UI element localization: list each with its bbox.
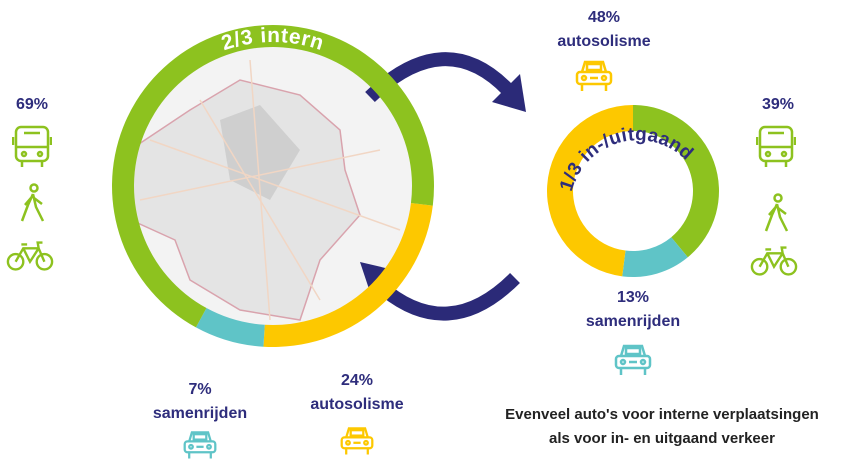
donut-segment [195, 308, 265, 347]
caption: Evenveel auto's voor interne verplaatsin… [505, 406, 819, 423]
donut-segment [633, 105, 719, 258]
value-label: 24% [341, 372, 373, 389]
caption: als voor in- en uitgaand verkeer [549, 430, 775, 447]
donut-segment [622, 237, 688, 277]
value-label: 7% [188, 381, 211, 398]
donut-segment [263, 202, 433, 347]
value-label: 48% [588, 9, 620, 26]
map [119, 46, 413, 326]
donut-segment [546, 105, 633, 277]
category-label: samenrijden [586, 313, 680, 330]
category-label: samenrijden [153, 405, 247, 422]
value-label: 13% [617, 289, 649, 306]
value-label: 39% [762, 96, 794, 113]
category-label: autosolisme [310, 396, 403, 413]
category-label: autosolisme [557, 33, 650, 50]
value-label: 69% [16, 96, 48, 113]
